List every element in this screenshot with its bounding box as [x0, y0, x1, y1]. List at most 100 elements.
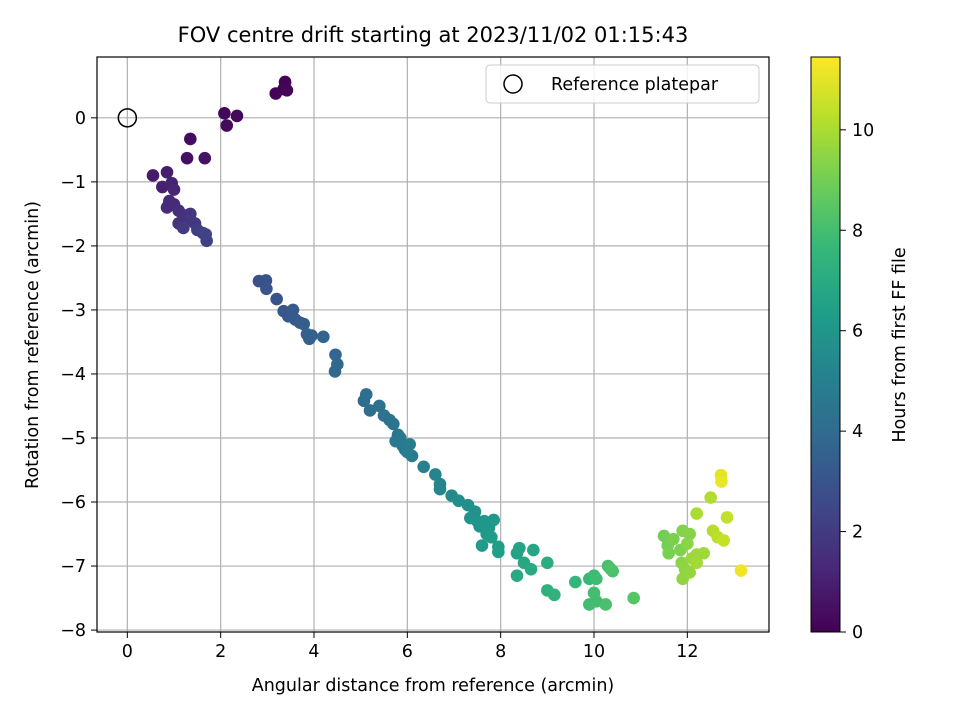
x-axis-ticks: 0 2 4 6 8 10 12 [122, 632, 698, 662]
x-axis-label: Angular distance from reference (arcmin) [252, 676, 615, 696]
data-point [218, 107, 231, 120]
y-axis-ticks: 0 −1 −2 −3 −4 −5 −6 −7 −8 [60, 109, 97, 641]
colorbar-tick-label: 2 [852, 523, 863, 543]
data-point [329, 348, 342, 362]
data-point [492, 545, 505, 559]
reference-platepar-marker [117, 108, 138, 128]
data-point [160, 165, 174, 179]
x-tick-label: 12 [676, 642, 698, 662]
legend-box [485, 64, 760, 104]
y-tick-label: −4 [60, 365, 86, 385]
data-point [167, 183, 181, 196]
legend-marker-open-circle [503, 74, 523, 94]
plot-frame [96, 56, 770, 633]
data-point [485, 530, 498, 544]
data-point [541, 556, 554, 570]
x-tick-label: 2 [215, 642, 226, 662]
data-point [662, 546, 675, 560]
data-point [387, 417, 400, 431]
data-point [569, 575, 582, 589]
data-point [681, 537, 694, 550]
data-point [220, 119, 234, 132]
data-point [429, 468, 442, 481]
chart-title: FOV centre drift starting at 2023/11/02 … [178, 23, 689, 47]
data-point [270, 292, 283, 306]
data-point [305, 329, 318, 342]
data-point [373, 399, 386, 413]
data-point [280, 83, 294, 97]
y-tick-label: −6 [60, 493, 86, 513]
data-point [146, 169, 160, 182]
data-point [363, 404, 377, 417]
data-point [697, 546, 710, 560]
data-point [690, 507, 703, 520]
data-point [627, 591, 640, 605]
colorbar-tick-label: 0 [852, 623, 863, 643]
data-point [527, 543, 540, 557]
colorbar-ticks: 0 2 4 6 8 10 [840, 121, 874, 643]
data-point [587, 586, 601, 600]
x-tick-label: 0 [122, 642, 133, 662]
colorbar-tick-label: 6 [852, 322, 863, 342]
data-point [359, 388, 373, 401]
data-point [510, 569, 524, 582]
y-tick-label: 0 [75, 109, 86, 129]
x-tick-label: 6 [402, 642, 413, 662]
data-point [269, 87, 283, 100]
data-point [230, 109, 244, 123]
grid-lines [97, 57, 769, 632]
colorbar-tick-label: 10 [852, 121, 874, 141]
colorbar-tick-label: 8 [852, 221, 863, 241]
data-point [452, 494, 465, 508]
colorbar-gradient [810, 56, 841, 633]
data-point [475, 539, 489, 552]
x-tick-label: 10 [583, 642, 605, 662]
data-point [260, 282, 273, 296]
data-point [417, 460, 430, 474]
y-tick-label: −2 [60, 237, 86, 257]
data-point [590, 572, 603, 586]
data-point [199, 228, 213, 241]
data-point [184, 207, 197, 221]
data-point [548, 588, 561, 602]
y-axis-label: Rotation from reference (arcmin) [23, 201, 43, 489]
data-point [704, 491, 717, 504]
legend: Reference platepar [485, 64, 760, 104]
data-point [720, 511, 734, 524]
data-point [683, 566, 696, 579]
data-point [667, 532, 680, 546]
colorbar-tick-label: 4 [852, 422, 863, 442]
legend-entry-label: Reference platepar [551, 75, 719, 95]
data-point [690, 556, 703, 570]
y-tick-label: −7 [60, 557, 86, 577]
data-point [317, 330, 330, 344]
y-tick-label: −3 [60, 301, 86, 321]
data-point [524, 562, 538, 576]
x-tick-label: 8 [495, 642, 506, 662]
colorbar: 0 2 4 6 8 10 Hours from first FF file [810, 56, 910, 643]
data-point [487, 513, 500, 527]
data-point [717, 534, 731, 547]
data-point [180, 151, 194, 165]
data-point [604, 562, 617, 575]
data-point [433, 482, 447, 496]
data-point [683, 527, 696, 541]
data-point [599, 598, 612, 611]
data-point [328, 365, 342, 378]
data-point [715, 475, 728, 488]
data-point [177, 221, 190, 235]
y-tick-label: −8 [60, 621, 86, 641]
y-tick-label: −5 [60, 429, 86, 449]
colorbar-label: Hours from first FF file [890, 247, 910, 442]
x-tick-label: 4 [308, 642, 319, 662]
data-point [297, 317, 311, 331]
y-tick-label: −1 [60, 173, 86, 193]
data-point [513, 541, 526, 555]
data-point [198, 151, 212, 165]
data-point [286, 303, 300, 317]
scatter-points [146, 75, 748, 611]
data-point [734, 564, 748, 577]
data-point [184, 132, 197, 146]
